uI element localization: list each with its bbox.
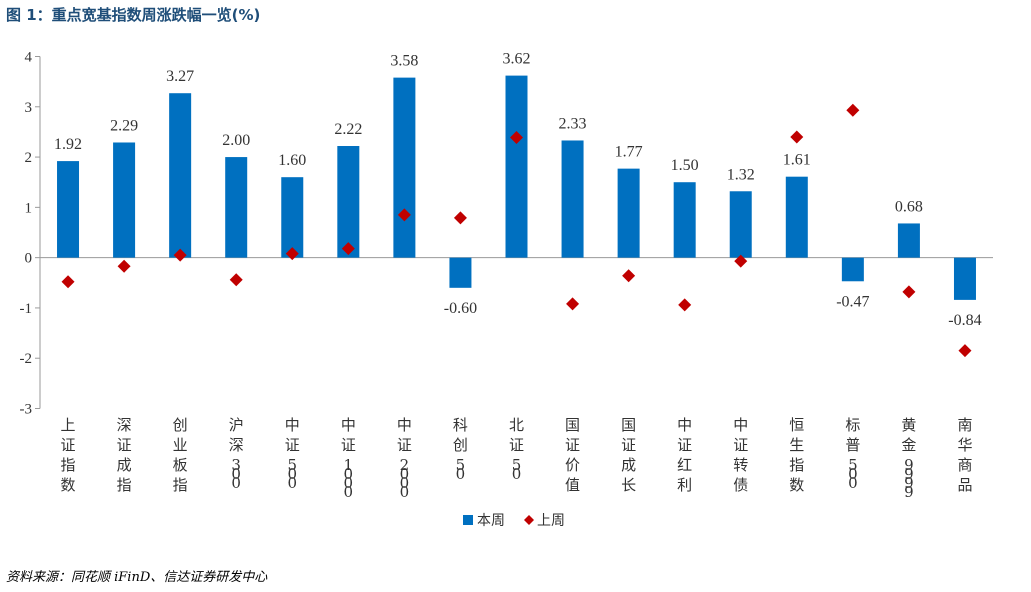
data-label-国证成长: 1.77 xyxy=(615,144,643,161)
x-category-label: 中证 1000 xyxy=(341,416,356,501)
x-category-label: 上证指数 xyxy=(61,416,76,494)
bar-国证价值 xyxy=(561,140,584,258)
prev-week-marker-南华商品 xyxy=(958,344,972,358)
x-category-label: 标普 500 xyxy=(845,416,860,492)
y-tick-label: -3 xyxy=(20,402,33,418)
bar-创业板指 xyxy=(169,93,192,258)
data-label-恒生指数: 1.61 xyxy=(783,152,811,169)
bar-国证成长 xyxy=(617,168,640,258)
data-label-科创50: -0.60 xyxy=(444,300,477,317)
bar-中证2000 xyxy=(393,77,416,258)
legend-label-last-week: 上周 xyxy=(537,513,565,529)
prev-week-marker-上证指数 xyxy=(61,275,75,289)
y-tick-label: -2 xyxy=(20,351,33,367)
prev-week-marker-国证价值 xyxy=(566,297,580,311)
bar-上证指数 xyxy=(57,161,80,258)
data-label-黄金9999: 0.68 xyxy=(895,198,923,215)
x-category-label: 中证转债 xyxy=(733,416,748,494)
prev-week-marker-黄金9999 xyxy=(902,285,916,299)
data-label-创业板指: 3.27 xyxy=(166,68,194,85)
legend-label-this-week: 本周 xyxy=(477,513,505,529)
y-tick-label: -1 xyxy=(20,301,33,317)
bar-科创50 xyxy=(449,257,472,288)
bar-中证500 xyxy=(281,177,304,258)
prev-week-marker-中证500 xyxy=(285,247,299,261)
x-category-label: 中证红利 xyxy=(677,416,692,494)
prev-week-marker-北证50 xyxy=(510,130,523,144)
bar-黄金9999 xyxy=(897,223,920,258)
bar-中证转债 xyxy=(729,191,752,258)
data-label-中证1000: 2.22 xyxy=(334,121,362,138)
data-label-中证红利: 1.50 xyxy=(671,157,699,174)
x-category-label: 黄金 9999 xyxy=(901,416,916,501)
data-label-中证转债: 1.32 xyxy=(727,166,755,183)
x-category-label: 深证成指 xyxy=(117,416,132,494)
prev-week-marker-创业板指 xyxy=(173,248,187,262)
prev-week-marker-国证成长 xyxy=(622,269,636,283)
bar-中证1000 xyxy=(337,146,360,258)
prev-week-marker-恒生指数 xyxy=(790,130,804,144)
bar-北证50 xyxy=(505,75,528,258)
data-label-标普500: -0.47 xyxy=(836,293,869,310)
x-category-label: 中证 2000 xyxy=(397,416,412,501)
data-label-深证成指: 2.29 xyxy=(110,117,138,134)
bar-中证红利 xyxy=(673,182,696,258)
bar-标普500 xyxy=(841,257,864,282)
bar-南华商品 xyxy=(953,257,976,300)
data-label-沪深300: 2.00 xyxy=(222,132,250,149)
legend-swatch-this-week xyxy=(463,515,473,525)
data-label-北证50: 3.62 xyxy=(503,51,531,68)
prev-week-marker-中证转债 xyxy=(734,254,748,268)
data-label-南华商品: -0.84 xyxy=(948,312,981,329)
x-category-label: 南华商品 xyxy=(957,416,972,494)
y-tick-label: 1 xyxy=(25,200,33,216)
y-tick-label: 3 xyxy=(25,100,33,116)
legend-swatch-last-week xyxy=(524,515,534,525)
x-category-label: 中证 500 xyxy=(285,416,300,492)
prev-week-marker-中证红利 xyxy=(678,298,692,312)
data-label-中证500: 1.60 xyxy=(278,152,306,169)
x-category-label: 创业板指 xyxy=(173,416,188,494)
x-category-label: 国证成长 xyxy=(621,416,636,494)
prev-week-marker-中证2000 xyxy=(397,208,411,222)
chart-title: 图 1：重点宽基指数周涨跌幅一览(%) xyxy=(6,6,261,24)
x-category-label: 国证价值 xyxy=(565,416,580,494)
prev-week-marker-深证成指 xyxy=(117,259,131,273)
prev-week-marker-科创50 xyxy=(453,211,467,225)
x-category-label: 北证 50 xyxy=(509,416,524,483)
prev-week-marker-中证1000 xyxy=(341,242,355,256)
x-category-label: 科创 50 xyxy=(453,416,468,483)
x-category-label: 恒生指数 xyxy=(789,416,804,494)
y-tick-label: 4 xyxy=(25,50,33,66)
source-note: 资料来源：同花顺 iFinD、信达证券研发中心 xyxy=(6,570,268,585)
data-label-上证指数: 1.92 xyxy=(54,136,82,153)
y-tick-label: 2 xyxy=(25,150,33,166)
bar-恒生指数 xyxy=(785,176,808,258)
bar-深证成指 xyxy=(113,142,136,258)
data-label-中证2000: 3.58 xyxy=(390,53,418,70)
prev-week-marker-沪深300 xyxy=(229,273,243,287)
data-label-国证价值: 2.33 xyxy=(559,115,587,132)
x-category-label: 沪深 300 xyxy=(229,416,244,492)
prev-week-marker-标普500 xyxy=(846,103,860,117)
bar-沪深300 xyxy=(225,157,248,258)
y-tick-label: 0 xyxy=(25,251,33,267)
